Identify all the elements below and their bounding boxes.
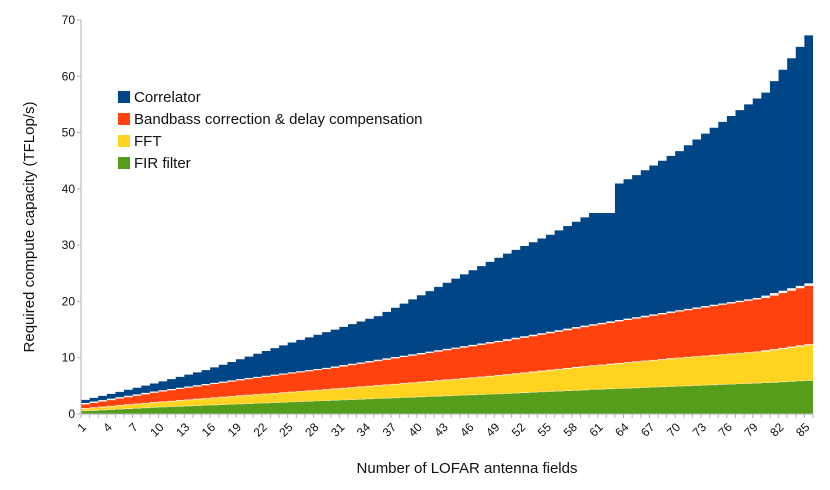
legend-swatch	[118, 113, 130, 125]
y-axis-title: Required compute capacity (TFLop/s)	[21, 102, 38, 353]
x-tick-label: 28	[302, 420, 322, 440]
x-tick-label: 76	[716, 420, 736, 440]
x-tick-label: 82	[767, 420, 787, 440]
area-fir-filter	[81, 380, 813, 414]
legend-swatch	[118, 157, 130, 169]
y-tick-label: 0	[68, 407, 75, 421]
y-tick-label: 30	[62, 238, 76, 252]
x-axis-ticks: 1 4 7 10 13 16 19 22 25 28 31 34 37 40 43 46 49 52 55 58 61 6…	[74, 414, 814, 440]
y-tick-label: 60	[62, 69, 76, 83]
x-tick-label: 55	[535, 420, 555, 440]
x-tick-label: 52	[509, 420, 529, 440]
legend-swatch	[118, 91, 130, 103]
x-tick-label: 64	[612, 420, 632, 440]
x-tick-label: 79	[741, 420, 761, 440]
legend-label: FFT	[134, 133, 162, 150]
x-tick-label: 40	[406, 420, 426, 440]
x-tick-label: 46	[457, 420, 477, 440]
legend-swatch	[118, 135, 130, 147]
x-tick-label: 22	[251, 420, 271, 440]
x-tick-label: 19	[225, 420, 245, 440]
x-tick-label: 67	[638, 420, 658, 440]
legend-label: Bandbass correction & delay compensation	[134, 111, 423, 128]
x-tick-label: 58	[561, 420, 581, 440]
x-tick-label: 70	[664, 420, 684, 440]
area-fft	[81, 344, 813, 412]
area-bandbass-correction-delay-compensation	[81, 283, 813, 409]
x-tick-label: 49	[483, 420, 503, 440]
y-tick-label: 40	[62, 182, 76, 196]
y-tick-label: 70	[62, 13, 76, 27]
x-tick-label: 61	[586, 420, 606, 440]
area-correlator	[81, 30, 813, 405]
x-axis-title: Number of LOFAR antenna fields	[357, 460, 578, 477]
x-tick-label: 37	[380, 420, 400, 440]
x-tick-label: 85	[793, 420, 813, 440]
x-tick-label: 25	[276, 420, 296, 440]
x-tick-label: 73	[690, 420, 710, 440]
y-tick-label: 50	[62, 126, 76, 140]
legend: Correlator Bandbass correction & delay co…	[118, 89, 423, 172]
axes	[80, 20, 813, 415]
area-layers	[81, 30, 813, 414]
legend-label: FIR filter	[134, 155, 191, 172]
x-tick-label: 43	[431, 420, 451, 440]
x-tick-label: 4	[100, 420, 115, 435]
y-tick-label: 20	[62, 294, 76, 308]
x-tick-label: 16	[199, 420, 219, 440]
x-tick-label: 13	[173, 420, 193, 440]
legend-label: Correlator	[134, 89, 201, 106]
x-tick-label: 34	[354, 420, 374, 440]
y-axis-ticks: 0 10 20 30 40 50 60 70	[62, 13, 81, 421]
x-tick-label: 31	[328, 420, 348, 440]
x-tick-label: 10	[147, 420, 167, 440]
x-tick-label: 7	[126, 420, 141, 435]
y-tick-label: 10	[62, 351, 76, 365]
x-tick-label: 1	[74, 420, 89, 435]
